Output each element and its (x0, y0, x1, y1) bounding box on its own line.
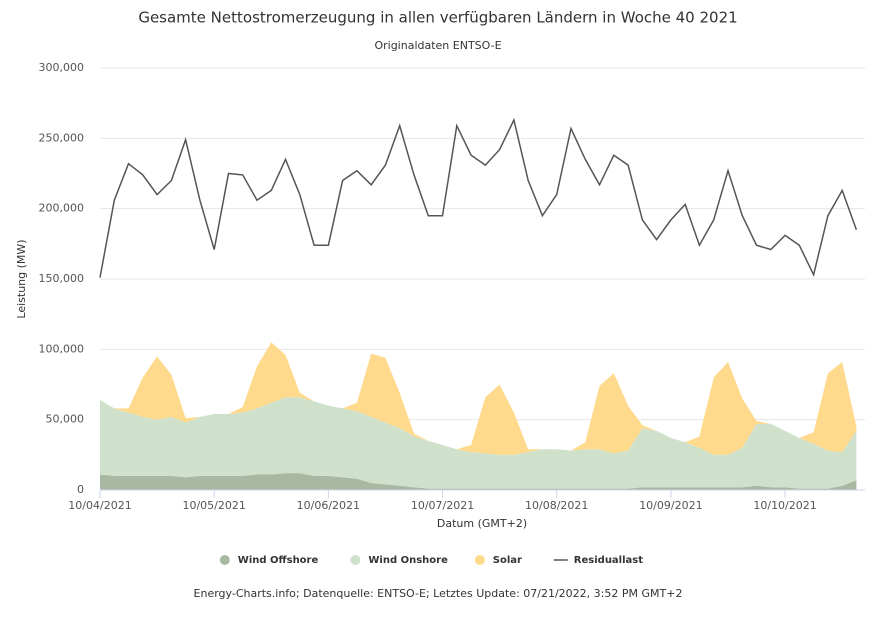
x-tick-label: 10/10/2021 (753, 499, 816, 512)
legend-marker (474, 555, 485, 565)
x-tick-label: 10/06/2021 (297, 499, 360, 512)
chart-title: Gesamte Nettostromerzeugung in allen ver… (138, 9, 737, 27)
legend-label: Wind Offshore (238, 555, 319, 566)
y-tick-label: 250,000 (39, 131, 85, 144)
legend-label: Wind Onshore (368, 555, 448, 566)
y-tick-label: 0 (77, 483, 84, 496)
y-tick-label: 100,000 (39, 342, 85, 355)
y-axis-label: Leistung (MW) (15, 239, 28, 318)
legend-label: Solar (493, 555, 522, 566)
chart-subtitle: Originaldaten ENTSO-E (374, 39, 501, 52)
legend-marker (219, 555, 230, 565)
x-tick-label: 10/04/2021 (68, 499, 131, 512)
y-tick-label: 200,000 (39, 202, 85, 215)
x-tick-label: 10/05/2021 (182, 499, 245, 512)
area (100, 473, 857, 490)
x-axis-label: Datum (GMT+2) (437, 517, 527, 530)
x-tick-label: 10/07/2021 (411, 499, 474, 512)
y-tick-label: 150,000 (39, 272, 85, 285)
area (100, 342, 857, 455)
x-tick-label: 10/08/2021 (525, 499, 588, 512)
areas (100, 342, 857, 490)
credits: Energy-Charts.info; Datenquelle: ENTSO-E… (194, 587, 683, 600)
x-tick-label: 10/09/2021 (639, 499, 702, 512)
y-tick-label: 50,000 (46, 413, 85, 426)
area (100, 397, 857, 489)
line (99, 117, 858, 278)
y-tick-label: 300,000 (39, 61, 85, 74)
legend-marker (350, 555, 361, 565)
legend-label: Residuallast (574, 555, 643, 566)
